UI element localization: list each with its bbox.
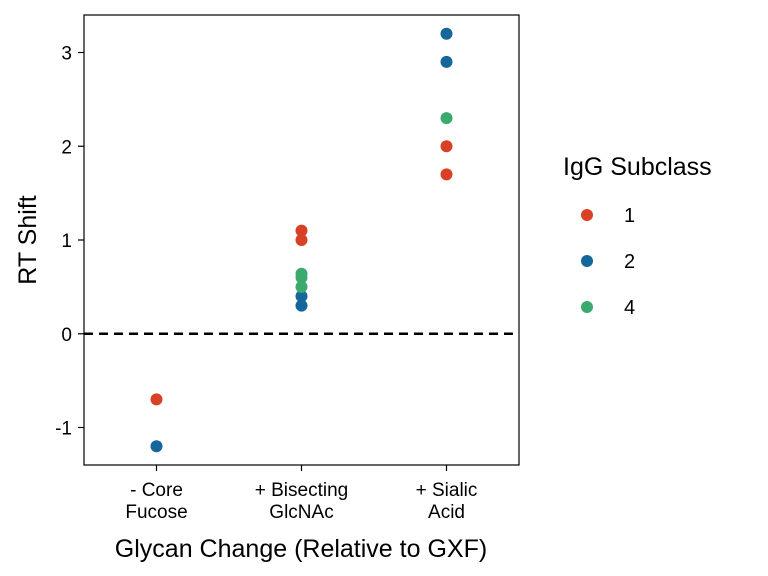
- y-tick-label: 3: [61, 44, 72, 65]
- legend: IgG Subclass 1 2 4: [563, 153, 712, 319]
- data-point-series-2: [150, 440, 163, 453]
- legend-key-4: [581, 301, 593, 313]
- x-tick-label: + Sialic: [416, 480, 478, 501]
- legend-label-2: 2: [624, 251, 635, 273]
- legend-key-2: [581, 255, 593, 267]
- data-point-series-4: [295, 271, 308, 284]
- y-tick-label: -1: [55, 419, 72, 440]
- x-tick-label: Fucose: [125, 502, 187, 523]
- legend-key-1: [581, 209, 593, 221]
- data-point-series-1: [440, 168, 453, 181]
- x-tick-label: GlcNAc: [269, 502, 333, 523]
- data-point-series-2: [295, 299, 308, 312]
- data-point-series-2: [440, 55, 453, 68]
- data-point-series-2: [440, 27, 453, 40]
- x-axis-title: Glycan Change (Relative to GXF): [115, 535, 487, 563]
- x-tick-label: - Core: [130, 480, 183, 501]
- data-point-series-1: [295, 224, 308, 237]
- legend-label-1: 1: [624, 205, 635, 227]
- legend-label-4: 4: [624, 297, 635, 319]
- data-point-series-1: [150, 393, 163, 406]
- data-point-series-4: [440, 112, 453, 125]
- x-tick-label: + Bisecting: [255, 480, 348, 501]
- data-point-series-4: [295, 280, 308, 293]
- data-point-series-1: [440, 140, 453, 153]
- points-group: [150, 27, 453, 453]
- data-point-series-2: [295, 290, 308, 303]
- y-tick-label: 0: [61, 325, 72, 346]
- x-tick-label: Acid: [428, 502, 465, 523]
- y-axis: -1 0 1 2 3: [55, 44, 84, 440]
- y-tick-label: 2: [61, 137, 72, 158]
- data-point-series-1: [295, 234, 308, 246]
- y-axis-title: RT Shift: [14, 195, 42, 284]
- y-tick-label: 1: [61, 231, 72, 252]
- legend-title: IgG Subclass: [563, 153, 712, 181]
